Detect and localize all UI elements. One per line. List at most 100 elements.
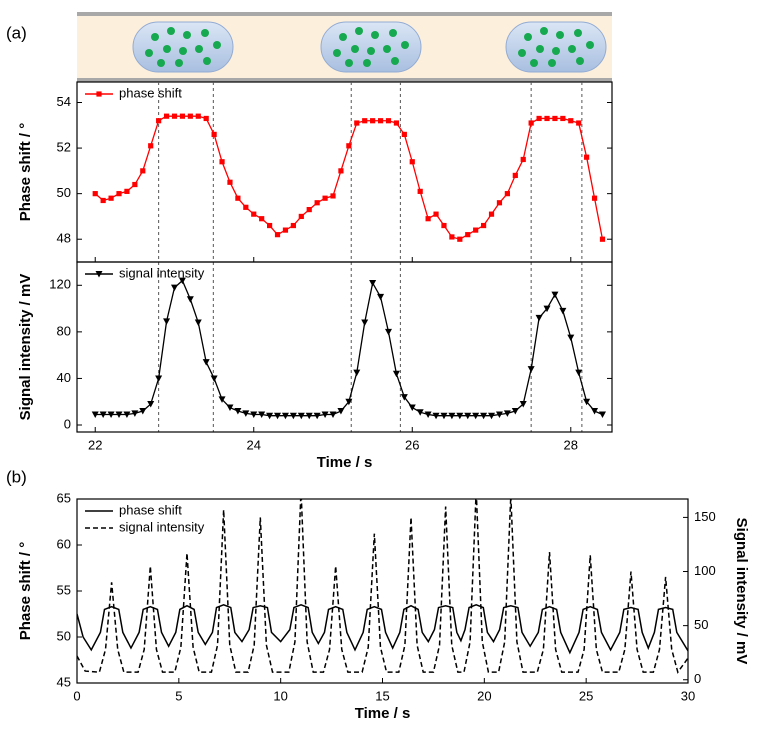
marker [258, 411, 266, 419]
marker [465, 232, 471, 238]
y-tick-label: 54 [57, 94, 71, 109]
marker [131, 410, 139, 417]
marker [210, 375, 218, 382]
series [91, 277, 606, 420]
marker [425, 216, 431, 222]
marker [552, 115, 558, 122]
marker [218, 396, 226, 403]
y-tick-label: 45 [57, 674, 71, 689]
marker [250, 411, 258, 419]
marker [512, 172, 518, 179]
droplet [132, 21, 234, 73]
marker [408, 404, 416, 412]
marker [456, 412, 464, 420]
marker [503, 410, 511, 417]
marker [353, 369, 361, 377]
marker [400, 394, 408, 401]
marker [345, 398, 353, 406]
channel-illustration [77, 12, 612, 82]
y-tick-label: 50 [57, 185, 71, 200]
y-tick-label: 0 [64, 416, 71, 431]
y-tick-label: 60 [57, 536, 71, 551]
marker [235, 195, 241, 201]
marker [156, 118, 162, 124]
marker [123, 411, 131, 419]
y-axis-label: Signal intensity / mV [17, 274, 34, 421]
x-tick-label: 28 [564, 437, 578, 452]
marker [551, 291, 559, 299]
marker [385, 118, 392, 124]
marker [338, 168, 344, 174]
x-tick-label: 26 [405, 437, 419, 452]
plot-frame [76, 261, 613, 433]
marker [266, 412, 274, 420]
marker [392, 370, 400, 378]
marker [203, 115, 209, 122]
marker [211, 131, 217, 138]
marker [289, 412, 297, 420]
marker [108, 195, 114, 201]
marker [354, 120, 360, 126]
marker [495, 411, 503, 419]
marker [155, 375, 163, 382]
marker [598, 411, 606, 419]
marker [321, 411, 329, 419]
series [77, 603, 688, 655]
marker [282, 227, 289, 233]
marker [568, 118, 574, 124]
series [92, 113, 606, 242]
marker [227, 179, 233, 185]
marker [99, 411, 107, 419]
marker [170, 284, 178, 292]
series [77, 499, 688, 674]
y-tick-label: 40 [57, 370, 71, 385]
marker [305, 412, 313, 420]
marker [527, 366, 535, 373]
marker [543, 305, 551, 313]
marker [417, 188, 423, 194]
marker [100, 197, 106, 204]
marker [361, 319, 369, 327]
marker [504, 191, 510, 197]
y-tick-label: 120 [49, 277, 71, 292]
marker [464, 412, 472, 420]
y2-tick-label: 50 [694, 617, 708, 632]
marker [599, 236, 606, 242]
marker [519, 401, 527, 408]
marker [242, 410, 250, 417]
droplet [505, 21, 607, 73]
marker [370, 118, 376, 124]
marker [511, 408, 519, 415]
marker [488, 412, 496, 420]
y-axis-label: Phase shift / ° [17, 542, 34, 641]
marker [576, 120, 582, 126]
marker [480, 412, 488, 420]
marker [306, 206, 312, 213]
marker [202, 359, 210, 366]
marker [148, 143, 154, 149]
marker [290, 222, 296, 229]
marker [234, 408, 242, 415]
x-axis-label: Time / s [355, 705, 411, 722]
marker [567, 334, 575, 342]
x-tick-label: 5 [175, 688, 182, 703]
y-tick-label: 80 [57, 323, 71, 338]
marker [591, 408, 599, 415]
marker [187, 113, 193, 119]
marker [274, 232, 281, 238]
plot-frame [76, 81, 613, 263]
data-line [95, 279, 603, 417]
legend-label: signal intensity [119, 265, 205, 280]
marker [124, 188, 130, 194]
marker [92, 191, 98, 197]
marker [267, 222, 273, 229]
legend-label: signal intensity [119, 519, 205, 534]
marker [424, 411, 432, 419]
marker [163, 113, 170, 119]
marker [583, 398, 591, 406]
legend-label: phase shift [119, 502, 182, 517]
marker [591, 195, 598, 201]
marker [194, 319, 202, 327]
